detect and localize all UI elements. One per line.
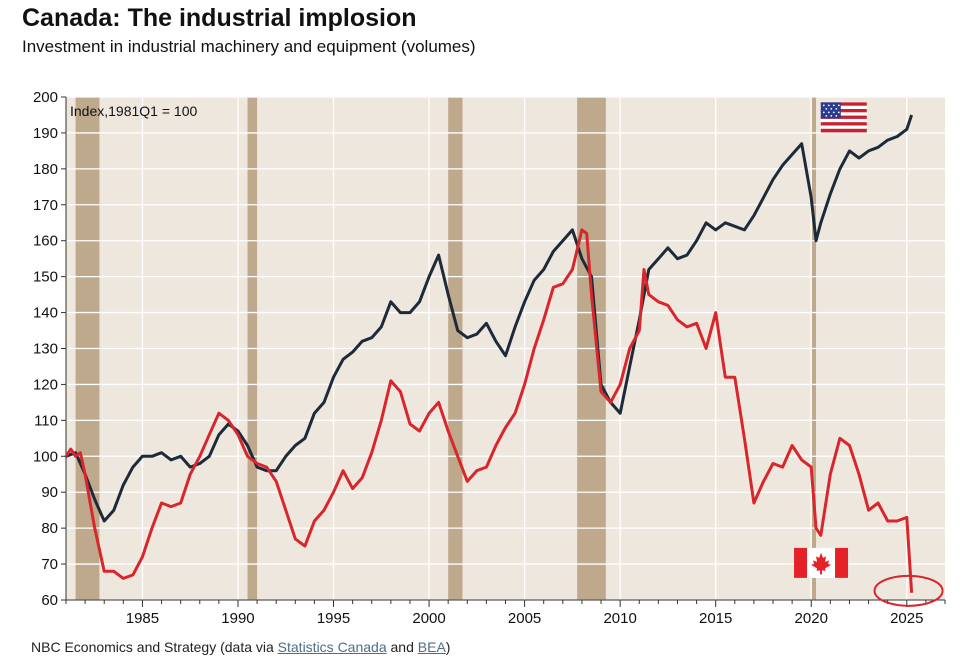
y-tick-label: 120 [33, 376, 58, 393]
x-tick-label: 2015 [699, 610, 732, 627]
canada-series-line [64, 228, 914, 593]
y-tick-label: 60 [41, 592, 58, 609]
chart-title: Canada: The industrial implosion [22, 4, 417, 32]
y-tick-labels: 60 70 80 90 100 110 120 130 140 150 160 170 180 190 20… [33, 89, 58, 609]
x-tick-label: 2000 [412, 610, 445, 627]
x-tick-label: 2020 [795, 610, 828, 627]
x-tick-label: 1985 [126, 610, 159, 627]
y-tick-label: 110 [34, 412, 58, 429]
y-tick-label: 80 [41, 520, 58, 537]
y-tick-label: 140 [33, 305, 58, 322]
y-tick-label: 190 [33, 125, 58, 142]
x-tick-labels: 1985 1990 1995 2000 2005 2010 2015 2020 2025 [126, 610, 924, 627]
x-tick-label: 2005 [508, 610, 541, 627]
source-middle: and [386, 639, 418, 655]
y-tick-label: 100 [33, 448, 58, 465]
y-tick-label: 160 [33, 233, 58, 250]
statistics-canada-link[interactable]: Statistics Canada [277, 639, 387, 655]
y-tick-label: 150 [33, 269, 58, 286]
y-tick-label: 90 [41, 484, 58, 501]
highlight-circle [873, 574, 944, 607]
us-series-line [65, 114, 914, 523]
x-tick-label: 1995 [317, 610, 350, 627]
bea-link[interactable]: BEA [417, 639, 446, 655]
x-tick-label: 2010 [603, 610, 636, 627]
source-prefix: NBC Economics and Strategy (data via [31, 639, 278, 655]
x-tick-label: 2025 [890, 610, 923, 627]
y-tick-label: 170 [33, 197, 58, 214]
y-tick-label: 200 [33, 89, 58, 106]
us-flag-icon [820, 102, 867, 133]
source-suffix: ) [445, 639, 451, 655]
y-tick-label: 70 [41, 556, 58, 573]
x-tick-label: 1990 [221, 610, 254, 627]
index-label: Index,1981Q1 = 100 [70, 103, 197, 119]
y-tick-label: 130 [33, 341, 58, 358]
chart-subtitle: Investment in industrial machinery and e… [22, 37, 476, 56]
axes [61, 96, 946, 607]
canada-flag-icon [794, 547, 849, 578]
series-lines [64, 114, 914, 593]
y-tick-label: 180 [33, 161, 58, 178]
source-note: NBC Economics and Strategy (data via Sta… [31, 639, 450, 655]
